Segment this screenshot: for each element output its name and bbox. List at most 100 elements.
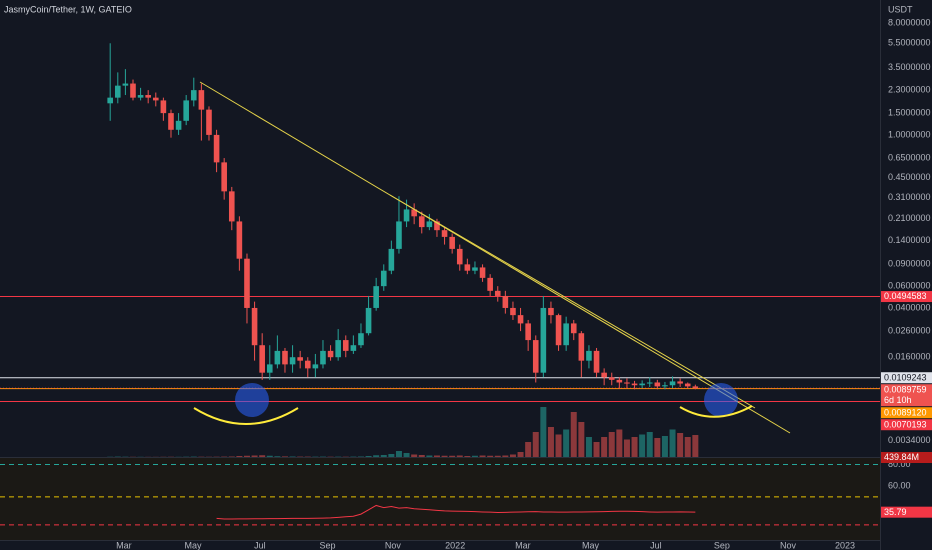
candle-body xyxy=(502,295,509,308)
candle-body xyxy=(206,109,212,135)
volume-bar xyxy=(365,456,372,457)
candle-body xyxy=(631,383,638,386)
volume-bar xyxy=(403,453,410,457)
volume-bar xyxy=(631,437,638,457)
y-tick-label: 0.3100000 xyxy=(888,192,931,202)
volume-bar xyxy=(585,437,592,457)
y-tick-label: 0.0600000 xyxy=(888,281,931,291)
curve-annotation xyxy=(193,407,299,425)
candle-body xyxy=(593,350,600,373)
volume-bar xyxy=(692,435,699,457)
x-tick-label: 2022 xyxy=(445,540,465,550)
y-tick-label: 0.0260000 xyxy=(888,325,931,335)
candle-body xyxy=(327,350,334,358)
y-tick-label: 0.0400000 xyxy=(888,302,931,312)
countdown-label: 6d 10h xyxy=(884,395,912,405)
price-tag-label: 0.0089120 xyxy=(884,407,927,417)
volume-bar xyxy=(281,456,288,457)
volume-bar xyxy=(418,455,425,457)
candle-body xyxy=(289,357,296,365)
x-tick-label: Mar xyxy=(116,540,132,550)
x-tick-label: 2023 xyxy=(835,540,855,550)
candle-body xyxy=(213,134,220,163)
volume-bar xyxy=(449,455,456,457)
volume-bar xyxy=(547,427,554,457)
candle-body xyxy=(662,385,668,387)
volume-bar xyxy=(578,422,585,457)
volume-tag-label: 439.84M xyxy=(884,452,919,462)
indicator-tag-label: 35.79 xyxy=(884,507,907,517)
price-tag-label: 0.0089759 xyxy=(884,384,927,394)
volume-bar xyxy=(289,456,296,457)
candle-body xyxy=(426,221,433,228)
candle-body xyxy=(441,230,448,237)
candle-body xyxy=(122,83,129,86)
volume-bar xyxy=(228,456,235,457)
volume-bar xyxy=(616,429,623,457)
candle-body xyxy=(616,379,623,383)
volume-bar xyxy=(669,429,676,457)
candle-body xyxy=(411,209,417,217)
x-tick-label: May xyxy=(582,540,600,550)
x-tick-label: Nov xyxy=(780,540,797,550)
volume-bar xyxy=(677,433,684,457)
indicator-line xyxy=(216,504,696,520)
curve-annotation xyxy=(679,405,753,418)
candle-body xyxy=(487,277,493,291)
volume-bar xyxy=(380,455,387,457)
y-tick-label: 1.5000000 xyxy=(888,107,931,117)
volume-bar xyxy=(259,455,266,457)
candle-body xyxy=(228,191,235,222)
y-tick-label: 0.1400000 xyxy=(888,235,931,245)
candle-body xyxy=(304,360,311,369)
candle-body xyxy=(540,307,547,373)
candle-body xyxy=(608,377,615,380)
candle-body xyxy=(160,100,167,114)
candle-body xyxy=(190,90,197,101)
volume-bar xyxy=(563,429,570,457)
candle-body xyxy=(282,350,288,365)
candle-body xyxy=(639,383,645,386)
candle-body xyxy=(266,364,273,373)
x-tick-label: Sep xyxy=(320,540,336,550)
highlight-circle xyxy=(235,383,269,417)
x-tick-label: Sep xyxy=(714,540,730,550)
volume-bar xyxy=(426,455,433,457)
x-tick-label: May xyxy=(185,540,203,550)
candle-body xyxy=(418,216,425,228)
candle-body xyxy=(494,290,501,296)
y-tick-label: 1.0000000 xyxy=(888,129,931,139)
candle-body xyxy=(555,315,562,346)
volume-bar xyxy=(388,454,395,457)
candle-body xyxy=(358,333,364,346)
chart-title: JasmyCoin/Tether, 1W, GATEIO xyxy=(4,4,132,14)
volume-bar xyxy=(684,437,691,457)
candle-body xyxy=(380,270,387,287)
candle-body xyxy=(137,95,144,98)
candle-body xyxy=(175,120,182,130)
y-tick-label: 8.0000000 xyxy=(888,17,931,27)
indicator-layer xyxy=(0,463,880,526)
candle-body xyxy=(403,209,410,222)
price-tag-label: 0.0109243 xyxy=(884,372,927,382)
y-tick-label: 3.5000000 xyxy=(888,62,931,72)
volume-bar xyxy=(623,439,630,457)
candle-body xyxy=(342,340,349,351)
candle-body xyxy=(312,364,319,369)
candle-body xyxy=(251,307,258,346)
candle-body xyxy=(532,340,539,373)
volume-bar xyxy=(411,454,418,457)
candle-body xyxy=(464,264,471,271)
candle-body xyxy=(198,90,205,110)
candle-body xyxy=(365,307,372,334)
price-tag xyxy=(881,419,932,431)
candle-body xyxy=(510,307,516,316)
candle-body xyxy=(274,350,281,365)
candle-body xyxy=(449,236,455,249)
trend-line xyxy=(199,81,791,434)
volume-bar xyxy=(456,455,463,457)
candle-body xyxy=(320,350,326,365)
candle-body xyxy=(145,95,151,98)
volume-bar xyxy=(464,456,471,457)
